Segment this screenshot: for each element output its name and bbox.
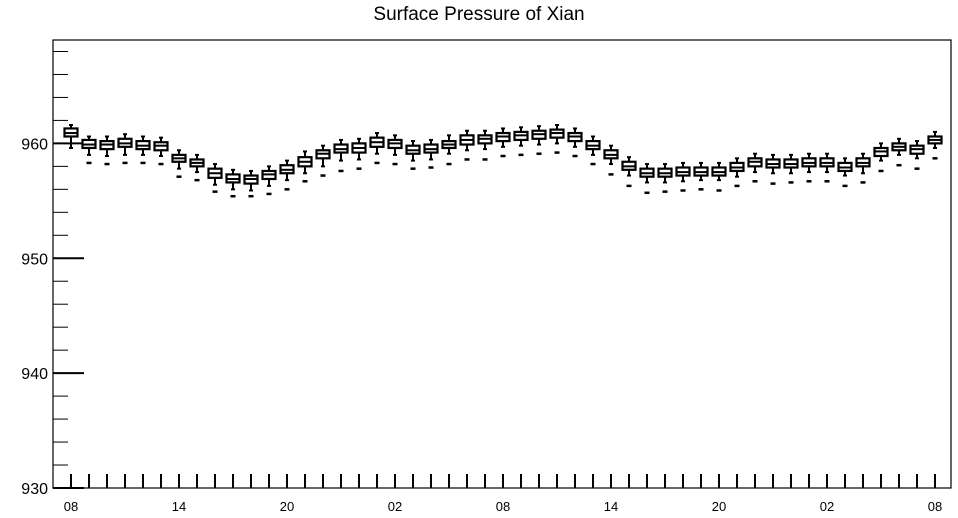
box-item bbox=[549, 124, 565, 154]
box-item bbox=[81, 135, 97, 165]
box-item bbox=[603, 144, 619, 176]
box-item bbox=[873, 142, 889, 173]
x-tick-label: 08 bbox=[496, 499, 510, 514]
y-tick-label: 950 bbox=[21, 251, 48, 268]
box-item bbox=[279, 159, 295, 191]
box-item bbox=[729, 157, 745, 188]
box-item bbox=[225, 168, 241, 198]
box-item bbox=[135, 135, 151, 165]
plot-frame bbox=[52, 39, 952, 489]
box-item bbox=[117, 133, 133, 165]
box-item bbox=[189, 153, 205, 182]
x-tick-label: 08 bbox=[64, 499, 78, 514]
box-item bbox=[621, 156, 637, 188]
box-item bbox=[801, 152, 817, 183]
x-tick-label: 08 bbox=[928, 499, 942, 514]
box-item bbox=[441, 134, 457, 166]
x-tick-label: 20 bbox=[712, 499, 726, 514]
y-tick-label: 960 bbox=[21, 136, 48, 153]
box-item bbox=[369, 132, 385, 165]
box-item bbox=[297, 150, 313, 183]
box-item bbox=[711, 161, 727, 192]
y-tick-label: 930 bbox=[21, 481, 48, 498]
box-item bbox=[387, 134, 403, 166]
box-item bbox=[639, 163, 655, 195]
box-item bbox=[531, 125, 547, 155]
box-item bbox=[405, 140, 421, 170]
x-tick-label: 20 bbox=[280, 499, 294, 514]
box-item bbox=[315, 144, 331, 177]
box-item bbox=[927, 130, 943, 160]
box-item bbox=[783, 153, 799, 184]
box-item bbox=[261, 165, 277, 196]
x-tick-label: 14 bbox=[604, 499, 618, 514]
box-item bbox=[477, 129, 493, 161]
box-item bbox=[891, 137, 907, 167]
box-item bbox=[243, 169, 259, 198]
box-item bbox=[513, 126, 529, 157]
box-item bbox=[153, 136, 169, 166]
box-item bbox=[855, 152, 871, 184]
box-item bbox=[423, 138, 439, 169]
box-item bbox=[63, 124, 79, 149]
box-item bbox=[567, 127, 583, 158]
box-item bbox=[909, 140, 925, 170]
box-item bbox=[459, 129, 475, 161]
box-item bbox=[333, 138, 349, 173]
box-item bbox=[747, 152, 763, 183]
box-item bbox=[171, 149, 187, 178]
x-tick-label: 02 bbox=[388, 499, 402, 514]
box-item bbox=[657, 163, 673, 193]
box-item bbox=[819, 152, 835, 183]
box-item bbox=[351, 137, 367, 170]
x-tick-label: 02 bbox=[820, 499, 834, 514]
chart-title: Surface Pressure of Xian bbox=[373, 4, 585, 25]
box-item bbox=[837, 157, 853, 188]
y-axis: 930 940 950 960 bbox=[21, 50, 84, 498]
box-item bbox=[495, 127, 511, 158]
x-axis: 08 14 20 02 08 14 20 02 08 bbox=[64, 474, 942, 514]
box-item bbox=[585, 135, 601, 166]
x-tick-label: 14 bbox=[172, 499, 186, 514]
box-item bbox=[765, 153, 781, 185]
box-item bbox=[99, 135, 115, 166]
box-item bbox=[207, 163, 223, 193]
box-item bbox=[675, 161, 691, 192]
box-series bbox=[63, 124, 943, 198]
y-tick-label: 940 bbox=[21, 366, 48, 383]
box-item bbox=[693, 161, 709, 191]
